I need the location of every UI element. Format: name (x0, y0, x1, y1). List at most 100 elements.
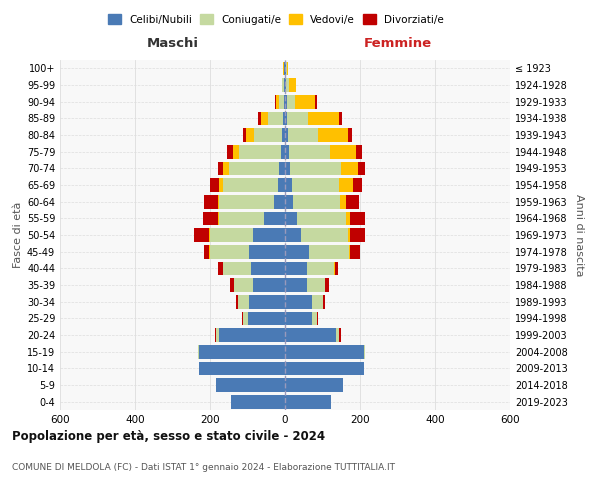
Bar (281, 78, 283, 92)
Bar (242, 312, 243, 325)
Bar (292, 178, 338, 192)
Bar (215, 378, 285, 392)
Bar (340, 112, 343, 125)
Bar (199, 345, 285, 358)
Bar (334, 262, 335, 275)
Bar (198, 345, 199, 358)
Bar (285, 362, 364, 375)
Bar (233, 145, 239, 158)
Bar (316, 95, 317, 108)
Bar (275, 95, 276, 108)
Bar (262, 112, 268, 125)
Bar (349, 245, 350, 258)
Bar (285, 78, 286, 92)
Bar (203, 245, 209, 258)
Bar (218, 162, 223, 175)
Bar (335, 328, 340, 342)
Bar (307, 278, 325, 292)
Bar (209, 228, 210, 242)
Bar (285, 112, 287, 125)
Bar (254, 128, 282, 142)
Bar (353, 178, 362, 192)
Bar (265, 212, 285, 225)
Bar (347, 228, 350, 242)
Bar (209, 245, 210, 258)
Bar (251, 262, 285, 275)
Text: Popolazione per età, sesso e stato civile - 2024: Popolazione per età, sesso e stato civil… (12, 430, 325, 443)
Bar (229, 162, 280, 175)
Bar (285, 278, 307, 292)
Bar (340, 328, 341, 342)
Bar (335, 262, 338, 275)
Bar (210, 178, 220, 192)
Bar (293, 195, 340, 208)
Bar (250, 245, 285, 258)
Bar (323, 295, 325, 308)
Bar (268, 112, 283, 125)
Bar (205, 195, 218, 208)
Bar (349, 212, 365, 225)
Bar (223, 162, 229, 175)
Bar (350, 245, 361, 258)
Bar (364, 345, 365, 358)
Bar (356, 145, 361, 158)
Bar (285, 378, 343, 392)
Bar (247, 128, 254, 142)
Bar (348, 128, 352, 142)
Bar (218, 262, 223, 275)
Bar (287, 95, 295, 108)
Bar (310, 245, 349, 258)
Bar (330, 145, 356, 158)
Bar (281, 145, 285, 158)
Bar (341, 162, 358, 175)
Bar (301, 228, 347, 242)
Bar (253, 228, 285, 242)
Bar (220, 328, 285, 342)
Bar (230, 395, 285, 408)
Bar (285, 178, 292, 192)
Bar (210, 245, 250, 258)
Bar (243, 312, 248, 325)
Bar (235, 278, 253, 292)
Bar (325, 278, 329, 292)
Bar (215, 328, 216, 342)
Y-axis label: Fasce di età: Fasce di età (13, 202, 23, 268)
Bar (280, 162, 285, 175)
Bar (284, 78, 285, 92)
Bar (285, 212, 297, 225)
Bar (220, 178, 223, 192)
Bar (223, 178, 277, 192)
Bar (284, 95, 285, 108)
Bar (286, 62, 287, 75)
Bar (312, 312, 317, 325)
Bar (220, 195, 274, 208)
Bar (338, 178, 353, 192)
Bar (350, 228, 365, 242)
Bar (289, 145, 330, 158)
Bar (285, 195, 293, 208)
Bar (274, 195, 285, 208)
Bar (283, 112, 285, 125)
Bar (203, 212, 218, 225)
Bar (239, 145, 281, 158)
Bar (199, 362, 285, 375)
Bar (286, 78, 289, 92)
Bar (223, 262, 251, 275)
Bar (242, 128, 247, 142)
Bar (279, 95, 284, 108)
Bar (285, 262, 307, 275)
Bar (250, 295, 285, 308)
Bar (238, 295, 250, 308)
Text: COMUNE DI MELDOLA (FC) - Dati ISTAT 1° gennaio 2024 - Elaborazione TUTTITALIA.IT: COMUNE DI MELDOLA (FC) - Dati ISTAT 1° g… (12, 463, 395, 472)
Bar (253, 278, 285, 292)
Bar (346, 195, 359, 208)
Bar (218, 212, 220, 225)
Bar (248, 312, 285, 325)
Bar (236, 295, 238, 308)
Bar (285, 395, 331, 408)
Bar (285, 328, 335, 342)
Bar (308, 112, 340, 125)
Bar (285, 245, 310, 258)
Bar (285, 145, 289, 158)
Bar (317, 312, 318, 325)
